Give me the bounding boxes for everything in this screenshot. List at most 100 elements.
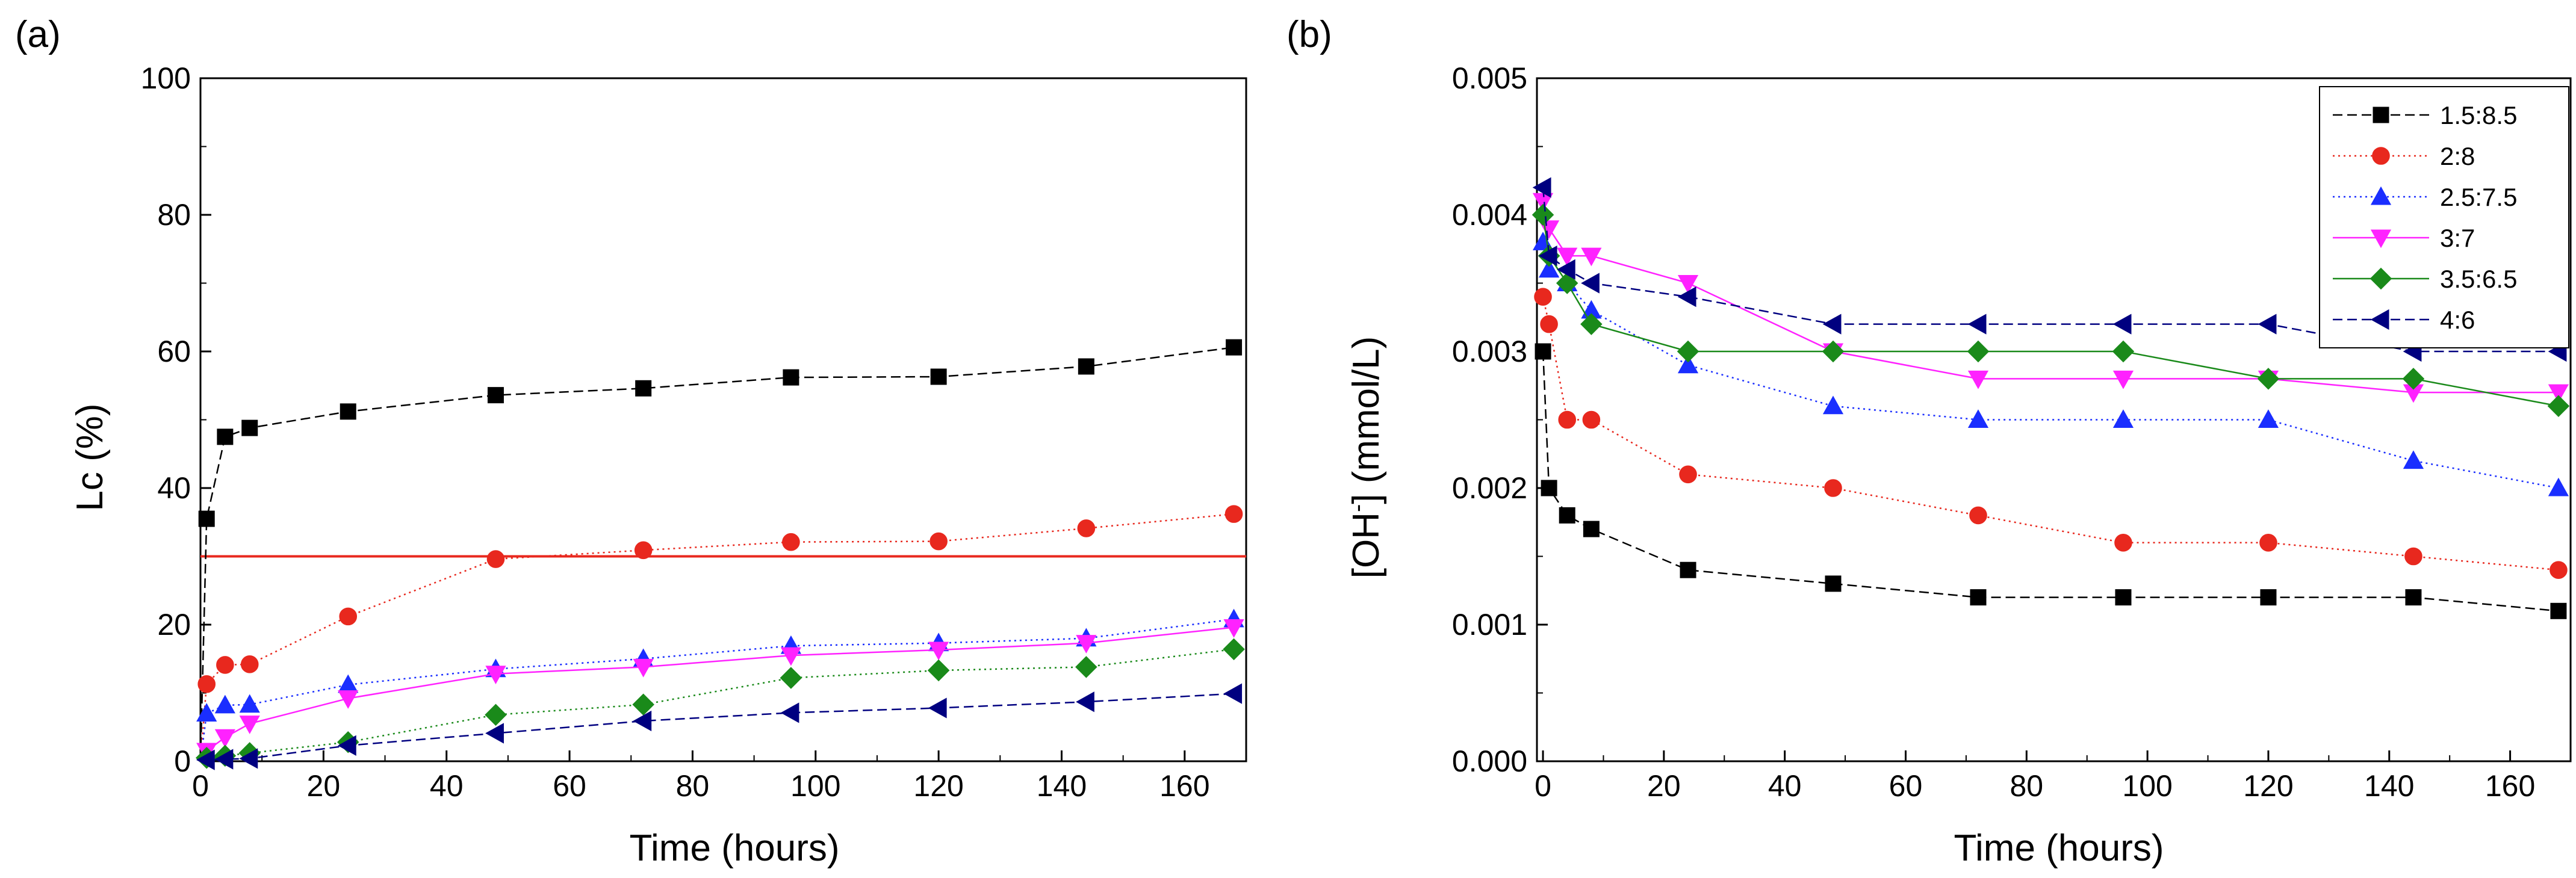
panel-a-data-point (196, 749, 215, 770)
panel-b-data-point (2112, 340, 2135, 363)
panel-b-legend-label: 4:6 (2440, 306, 2475, 334)
panel-a-data-point (1076, 635, 1097, 654)
panel-b-series-line (1542, 296, 2559, 571)
panel-b-data-point (1582, 410, 1601, 429)
panel-b-data-point (2112, 314, 2132, 335)
panel-b-series-3-5-6-5 (1532, 203, 2570, 418)
panel-a-data-point (214, 694, 235, 714)
panel-a-x-tick-label: 0 (192, 769, 209, 803)
panel-a-data-point (1075, 656, 1097, 678)
panel-a-y-tick-label: 80 (157, 198, 191, 232)
panel-a-data-point (239, 716, 260, 734)
panel-a-data-point (632, 693, 654, 716)
panel-a-data-point (1226, 339, 1243, 356)
panel-b-data-point (1825, 575, 1842, 592)
panel-a-data-point (928, 641, 949, 661)
panel-a-label: (a) (15, 14, 61, 55)
panel-b-y-axis-title: [OH-] (mmol/L) (1344, 336, 1387, 579)
panel-b-legend-marker (2370, 267, 2392, 290)
panel-a-data-point (1223, 638, 1245, 661)
panel-b-x-tick-label: 120 (2243, 769, 2293, 803)
panel-b-x-tick-label: 60 (1889, 769, 1923, 803)
panel-b-legend-label: 3:7 (2440, 224, 2475, 252)
panel-a-data-point (783, 369, 799, 386)
panel-b-data-point (1581, 247, 1602, 267)
panel-a-x-axis-title: Time (hours) (629, 827, 839, 869)
panel-b: (b) Time (hours) [OH-] (mmol/L) 0 20 40 60 8… (1286, 14, 2572, 869)
panel-b-x-tick-label: 140 (2364, 769, 2414, 803)
panel-b-data-point (1969, 506, 1987, 525)
panel-b-data-point (1677, 286, 1696, 308)
panel-b-data-point (1677, 340, 1699, 363)
panel-a-data-point (930, 368, 947, 385)
panel-b-data-point (2548, 477, 2569, 496)
panel-b-data-point (2548, 384, 2569, 403)
panel-b-legend-label: 1.5:8.5 (2440, 101, 2517, 129)
panel-b-y-title-part2: ] (mmol/L) (1345, 336, 1387, 504)
panel-b-y-tick-label: 0.000 (1452, 744, 1527, 778)
panel-b-data-point (1822, 395, 1844, 415)
panel-b-data-point (1967, 409, 1989, 428)
panel-b-data-point (1556, 272, 1578, 294)
panel-a-data-point (928, 697, 947, 719)
panel-b-data-point (2258, 409, 2279, 428)
panel-b-data-point (2404, 547, 2422, 566)
panel-a-x-tick-label: 140 (1037, 769, 1087, 803)
panel-b-legend-marker (2370, 309, 2389, 330)
panel-b-data-point (1967, 314, 1987, 335)
panel-b-data-point (2257, 368, 2280, 390)
panel-b-y-tick-label: 0.002 (1452, 471, 1527, 505)
panel-a-data-point (214, 749, 234, 770)
panel-a-y-tick-label: 40 (157, 471, 191, 505)
panel-a-x-tick-label: 20 (307, 769, 341, 803)
panel-a-data-point (1076, 691, 1094, 713)
panel-a-data-point (930, 532, 948, 551)
panel-b-data-point (1534, 288, 1552, 306)
panel-b-data-point (1822, 314, 1842, 335)
panel-a-data-point (1223, 619, 1244, 638)
panel-a-data-point (635, 380, 652, 397)
panel-b-data-point (2547, 395, 2570, 418)
panel-a-data-point (927, 659, 950, 682)
panel-b-x-axis-title: Time (hours) (1954, 827, 2164, 869)
panel-a-data-point (241, 419, 258, 436)
panel-b-legend-marker (2370, 186, 2392, 205)
panel-b-series-2-5-7-5 (1532, 232, 2569, 496)
panel-a-y-tick-label: 100 (141, 61, 191, 95)
panel-b-legend: 1.5:8.5 2:8 2.5:7.5 3:7 3.5:6.5 4:6 (2319, 86, 2569, 348)
panel-b-y-tick-label: 0.005 (1452, 61, 1527, 95)
panel-a-data-point (240, 655, 259, 673)
panel-b-legend-label: 2:8 (2440, 142, 2475, 170)
panel-b-series-2-8 (1534, 288, 2568, 580)
panel-b-y-title-superscript: - (1344, 504, 1371, 512)
panel-b-series-line (1542, 242, 2559, 489)
panel-b-x-tick-label: 20 (1647, 769, 1681, 803)
panel-b-data-point (1580, 313, 1603, 335)
panel-b-data-point (2114, 534, 2132, 552)
panel-b-y-tick-label: 0.004 (1452, 198, 1527, 232)
panel-a-x-tick-label: 80 (676, 769, 710, 803)
panel-a-data-point (1224, 505, 1243, 523)
panel-b-data-point (1532, 177, 1551, 198)
panel-a-data-point (780, 667, 802, 689)
panel-a-data-point (1078, 358, 1094, 375)
panel-a-y-axis-title: Lc (%) (69, 403, 111, 511)
panel-a-x-tick-label: 60 (553, 769, 586, 803)
panel-a-data-point (1077, 519, 1096, 537)
panel-b-y-title-part1: [OH (1345, 512, 1387, 578)
panel-b-data-point (2260, 589, 2277, 606)
panel-a-y-tick-label: 0 (174, 744, 191, 778)
panel-a-data-point (634, 541, 653, 560)
panel-a-data-point (485, 703, 507, 726)
panel-b-data-point (1822, 340, 1845, 363)
panel-a-data-point (633, 710, 652, 732)
panel-b-legend-label: 3.5:6.5 (2440, 265, 2517, 293)
panel-b-data-point (2112, 370, 2134, 389)
panel-a-series-3-7 (196, 619, 1244, 762)
panel-b-data-point (2258, 314, 2277, 335)
panel-a-data-point (485, 666, 506, 684)
panel-a-data-point (239, 748, 258, 769)
panel-a-x-tick-label: 40 (430, 769, 464, 803)
panel-a-x-tick-label: 100 (790, 769, 840, 803)
panel-b-label: (b) (1286, 14, 1332, 55)
